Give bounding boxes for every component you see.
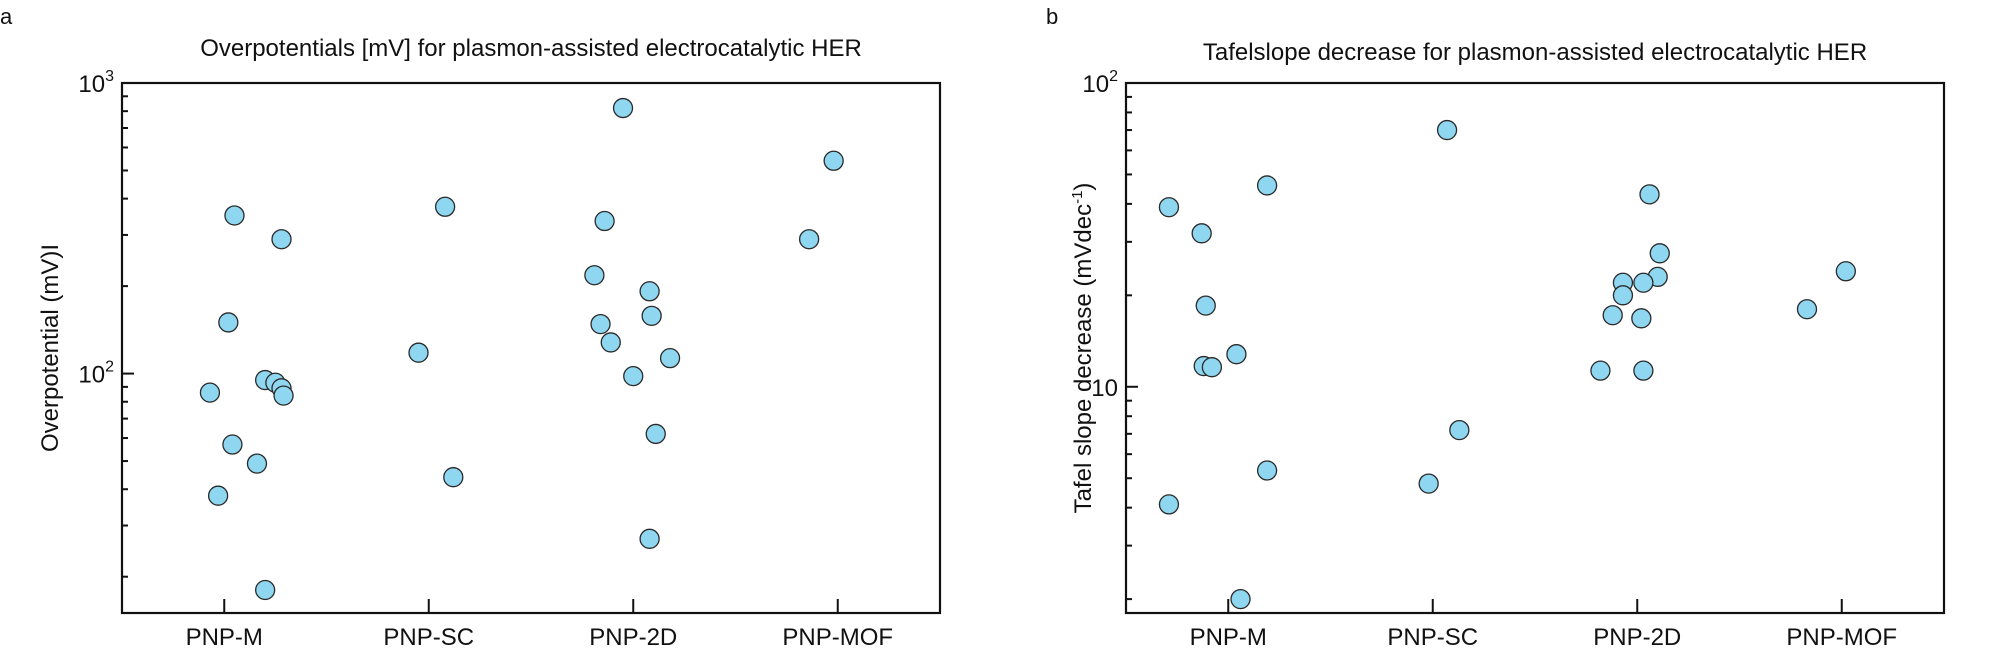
plot-frame-a (120, 81, 942, 615)
y-tick-exponent: 2 (105, 359, 114, 376)
data-point (639, 281, 660, 302)
data-point (218, 312, 239, 333)
data-point (798, 229, 820, 250)
x-categories-b: PNP-M PNP-SC PNP-2D PNP-MOF (1190, 599, 1897, 650)
data-point (1226, 344, 1247, 365)
y-axis-label-a: Overpotential (mV)I (37, 244, 64, 452)
data-point (1418, 473, 1439, 494)
y-tick-base: 10 (78, 71, 105, 98)
data-points-b (1158, 119, 1856, 610)
x-tick-label: PNP-M (186, 624, 263, 650)
plot-frame-b (1124, 81, 1946, 615)
data-point (1449, 419, 1470, 441)
y-tick-exponent: 2 (1109, 68, 1118, 85)
data-point (1195, 295, 1216, 316)
data-point (645, 423, 666, 445)
data-point (590, 313, 611, 335)
y-tick-base: 10 (1082, 71, 1109, 98)
panel-a: a Overpotentials [mV] for plasmon-assist… (0, 4, 942, 650)
data-point (271, 229, 292, 250)
panel-b: b Tafelslope decrease for plasmon-assist… (1046, 4, 1946, 650)
data-points-a (199, 97, 844, 601)
data-point (1612, 285, 1634, 306)
chart-title-b: Tafelslope decrease for plasmon-assisted… (1203, 39, 1867, 66)
data-point (1436, 119, 1458, 141)
y-tick-base: 10 (1091, 375, 1118, 402)
y-axis-label-b-end: ) (1070, 183, 1097, 191)
data-point (224, 205, 245, 226)
y-axis-label-b: Tafel slope decrease (mVdec-1) (1069, 183, 1097, 514)
data-point (1158, 494, 1180, 515)
data-point (1631, 308, 1652, 329)
y-tick-label: 10 (1091, 375, 1118, 402)
x-tick-label: PNP-2D (1593, 624, 1681, 650)
y-axis-label-b-main: Tafel slope decrease (mVdec (1070, 204, 1097, 514)
x-tick-label: PNP-M (1190, 624, 1267, 650)
data-point (1256, 175, 1278, 196)
data-point (639, 528, 660, 549)
data-point (1191, 223, 1212, 244)
data-point (641, 305, 662, 327)
chart-title-a: Overpotentials [mV] for plasmon-assisted… (200, 35, 862, 62)
data-point (823, 150, 844, 171)
x-categories-a: PNP-M PNP-SC PNP-2D PNP-MOF (186, 599, 893, 650)
data-point (1590, 360, 1611, 381)
data-point (273, 385, 294, 406)
y-axis-label-b-sup: -1 (1069, 191, 1086, 204)
data-point (207, 485, 229, 506)
data-point (1602, 305, 1623, 326)
data-point (594, 210, 615, 232)
data-point (1835, 261, 1856, 282)
data-point (1230, 588, 1251, 610)
data-point (659, 348, 681, 369)
x-tick-label: PNP-SC (383, 624, 474, 650)
y-tick-base: 10 (78, 362, 105, 389)
panel-label-b: b (1046, 4, 1058, 29)
y-tick-label: 102 (78, 359, 114, 389)
data-point (1796, 299, 1818, 320)
data-point (408, 342, 429, 363)
data-point (254, 579, 276, 601)
data-point (584, 265, 605, 286)
y-tick-label: 102 (1082, 68, 1118, 98)
data-point (1633, 360, 1654, 381)
data-point (1639, 184, 1660, 205)
y-tick-exponent: 3 (105, 68, 114, 85)
y-tick-label: 103 (78, 68, 114, 98)
data-point (612, 97, 634, 119)
data-point (222, 434, 243, 455)
data-point (1649, 243, 1670, 264)
data-point (1256, 460, 1278, 481)
data-point (443, 467, 464, 488)
data-point (199, 382, 221, 403)
data-point (623, 365, 644, 387)
x-tick-label: PNP-MOF (1786, 624, 1897, 650)
data-point (1633, 272, 1654, 293)
data-point (434, 196, 456, 217)
x-tick-label: PNP-MOF (782, 624, 893, 650)
x-tick-label: PNP-SC (1387, 624, 1478, 650)
data-point (1158, 197, 1180, 218)
panel-label-a: a (0, 4, 13, 29)
data-point (600, 332, 621, 353)
x-tick-label: PNP-2D (589, 624, 677, 650)
data-point (1201, 357, 1223, 378)
data-point (246, 453, 268, 474)
